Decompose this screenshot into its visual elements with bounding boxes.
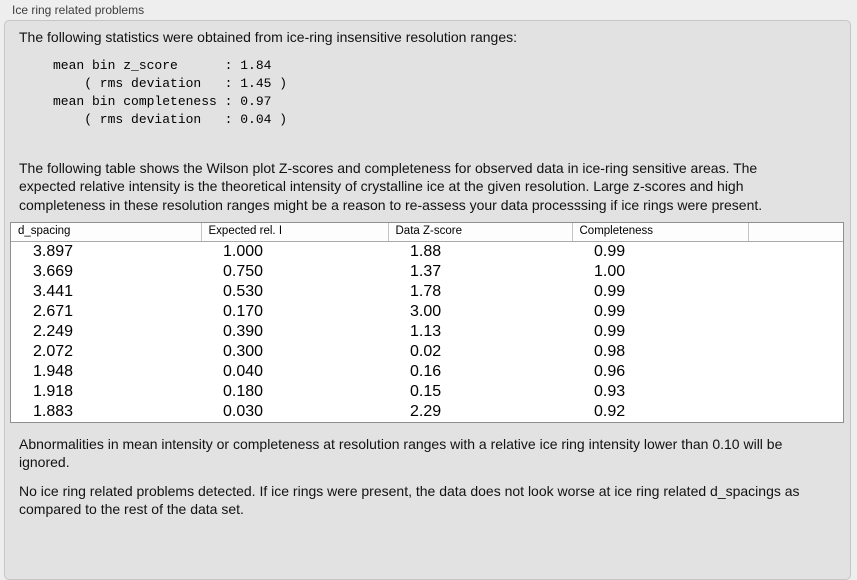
table-cell: 0.040 — [223, 362, 264, 380]
table-cell: 1.948 — [33, 362, 74, 380]
table-cell: 0.96 — [594, 362, 626, 380]
table-cell — [748, 342, 843, 362]
table-cell: 2.072 — [33, 342, 74, 360]
table-cell — [748, 322, 843, 342]
table-cell: 0.15 — [410, 382, 442, 400]
table-cell: 1.000 — [223, 242, 264, 260]
table-cell — [748, 241, 843, 262]
table-cell: 1.88 — [410, 242, 442, 260]
conclusion-note: No ice ring related problems detected. I… — [19, 482, 800, 518]
column-header-empty — [748, 223, 843, 242]
column-header-d-spacing[interactable]: d_spacing — [11, 223, 202, 242]
table-cell: 0.99 — [594, 322, 626, 340]
table-cell: 2.671 — [33, 302, 74, 320]
table-cell: 0.99 — [594, 302, 626, 320]
table-row[interactable]: 2.249 0.390 1.13 0.99 — [11, 322, 843, 342]
table-cell: 1.13 — [410, 322, 442, 340]
groupbox-title: Ice ring related problems — [12, 3, 145, 17]
table-cell: 0.170 — [223, 302, 264, 320]
table-row[interactable]: 3.669 0.750 1.37 1.00 — [11, 262, 843, 282]
mean-bin-z-score-line: mean bin z_score : 1.84 — [53, 57, 272, 73]
table-header-row: d_spacing Expected rel. I Data Z-score C… — [11, 223, 843, 242]
table-cell: 0.030 — [223, 402, 264, 420]
table-cell: 0.180 — [223, 382, 264, 400]
column-header-data-z-score[interactable]: Data Z-score — [388, 223, 573, 242]
table-cell: 1.918 — [33, 382, 74, 400]
table-cell: 0.02 — [410, 342, 442, 360]
table-cell: 3.441 — [33, 282, 74, 300]
table-row[interactable]: 1.883 0.030 2.29 0.92 — [11, 402, 843, 422]
table-cell: 1.00 — [594, 262, 626, 280]
table-cell — [748, 302, 843, 322]
ice-ring-groupbox: The following statistics were obtained f… — [4, 20, 851, 580]
table-cell: 0.99 — [594, 242, 626, 260]
statistics-intro-text: The following statistics were obtained f… — [19, 29, 518, 45]
table-description-text: The following table shows the Wilson plo… — [19, 159, 763, 213]
table-cell: 3.897 — [33, 242, 74, 260]
table-cell — [748, 282, 843, 302]
table-cell: 0.750 — [223, 262, 264, 280]
table-cell: 0.99 — [594, 282, 626, 300]
table-row[interactable]: 3.897 1.000 1.88 0.99 — [11, 241, 843, 262]
table-cell: 1.78 — [410, 282, 442, 300]
table-cell: 0.98 — [594, 342, 626, 360]
table-cell: 0.530 — [223, 282, 264, 300]
table-cell: 1.37 — [410, 262, 442, 280]
table-cell: 3.00 — [410, 302, 442, 320]
table-cell — [748, 382, 843, 402]
table-row[interactable]: 3.441 0.530 1.78 0.99 — [11, 282, 843, 302]
table-cell: 1.883 — [33, 402, 74, 420]
column-header-completeness[interactable]: Completeness — [572, 223, 749, 242]
table-cell — [748, 402, 843, 422]
table-cell — [748, 262, 843, 282]
z-score-rms-deviation-line: ( rms deviation : 1.45 ) — [53, 75, 288, 91]
table-cell: 0.16 — [410, 362, 442, 380]
table-cell: 0.93 — [594, 382, 626, 400]
table-cell: 0.390 — [223, 322, 264, 340]
table-cell: 2.249 — [33, 322, 74, 340]
table-cell — [748, 362, 843, 382]
column-header-expected-rel-i[interactable]: Expected rel. I — [201, 223, 389, 242]
completeness-rms-deviation-line: ( rms deviation : 0.04 ) — [53, 111, 288, 127]
table-cell: 3.669 — [33, 262, 74, 280]
table-body: 3.897 1.000 1.88 0.99 3.669 0.750 1.37 1.00 3.44… — [11, 241, 843, 422]
table-row[interactable]: 2.072 0.300 0.02 0.98 — [11, 342, 843, 362]
mean-bin-completeness-line: mean bin completeness : 0.97 — [53, 93, 272, 109]
table-row[interactable]: 2.671 0.170 3.00 0.99 — [11, 302, 843, 322]
table-row[interactable]: 1.918 0.180 0.15 0.93 — [11, 382, 843, 402]
table-cell: 0.300 — [223, 342, 264, 360]
ice-ring-table[interactable]: d_spacing Expected rel. I Data Z-score C… — [10, 222, 844, 423]
table-row[interactable]: 1.948 0.040 0.16 0.96 — [11, 362, 843, 382]
table-cell: 0.92 — [594, 402, 626, 420]
ignore-threshold-note: Abnormalities in mean intensity or compl… — [19, 435, 783, 471]
table-cell: 2.29 — [410, 402, 442, 420]
statistics-block: mean bin z_score : 1.84 ( rms deviation … — [53, 57, 845, 129]
